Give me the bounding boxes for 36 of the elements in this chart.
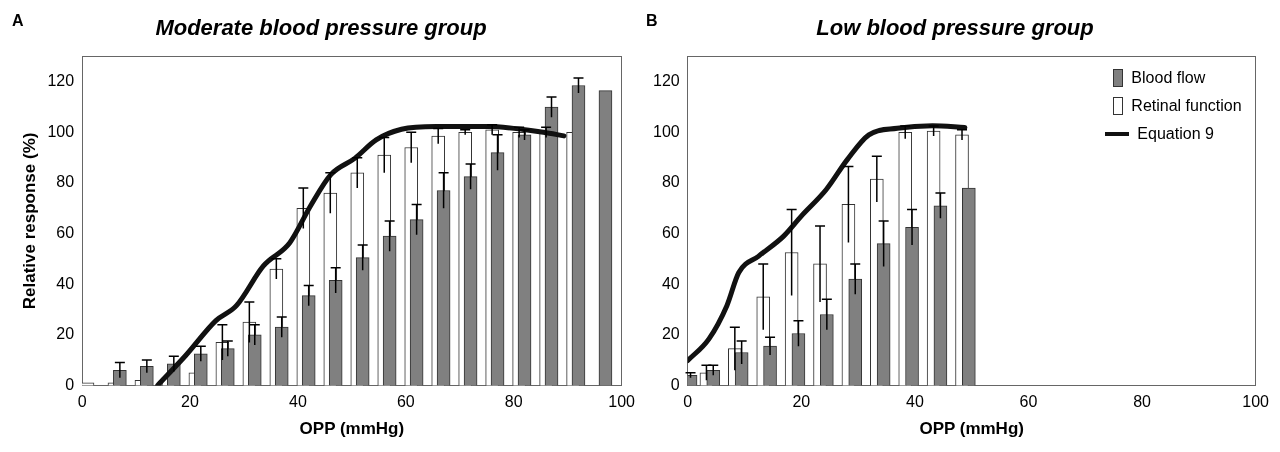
y-tick-label: 60 xyxy=(56,223,75,241)
x-tick-label: 100 xyxy=(608,393,636,411)
x-tick-label: 20 xyxy=(181,393,200,411)
x-tick-label: 100 xyxy=(1242,393,1270,411)
y-tick-label: 20 xyxy=(661,325,680,343)
y-tick-label: 20 xyxy=(56,325,75,343)
y-tick-label: 120 xyxy=(652,72,680,90)
y-tick-label: 40 xyxy=(661,274,680,292)
legend-label: Retinal function xyxy=(1131,97,1242,116)
y-tick-label: 0 xyxy=(65,375,75,393)
chart-title: Low blood pressure group xyxy=(816,15,1094,41)
y-axis-title: Relative response (%) xyxy=(19,132,39,310)
legend-label: Equation 9 xyxy=(1137,125,1214,144)
x-tick-label: 60 xyxy=(1019,393,1038,411)
x-axis-title: OPP (mmHg) xyxy=(919,419,1024,439)
y-tick-label: 100 xyxy=(652,122,680,140)
y-tick-label: 0 xyxy=(670,375,680,393)
y-tick-label: 100 xyxy=(47,122,75,140)
x-tick-label: 60 xyxy=(396,393,415,411)
chart-title: Moderate blood pressure group xyxy=(155,15,487,41)
x-tick-label: 20 xyxy=(792,393,811,411)
x-tick-label: 0 xyxy=(683,393,693,411)
y-tick-label: 60 xyxy=(661,223,680,241)
x-tick-label: 40 xyxy=(905,393,924,411)
x-axis-title: OPP (mmHg) xyxy=(299,419,405,439)
text: B xyxy=(646,12,658,30)
x-tick-label: 80 xyxy=(1133,393,1152,411)
x-tick-label: 40 xyxy=(289,393,307,411)
y-tick-label: 80 xyxy=(661,173,680,191)
legend-label: Blood flow xyxy=(1131,69,1206,88)
x-tick-label: 0 xyxy=(77,393,87,411)
y-tick-label: 120 xyxy=(47,72,75,90)
y-tick-label: 40 xyxy=(56,274,75,292)
x-tick-label: 80 xyxy=(504,393,523,411)
y-tick-label: 80 xyxy=(56,173,75,191)
text: A xyxy=(12,12,24,30)
